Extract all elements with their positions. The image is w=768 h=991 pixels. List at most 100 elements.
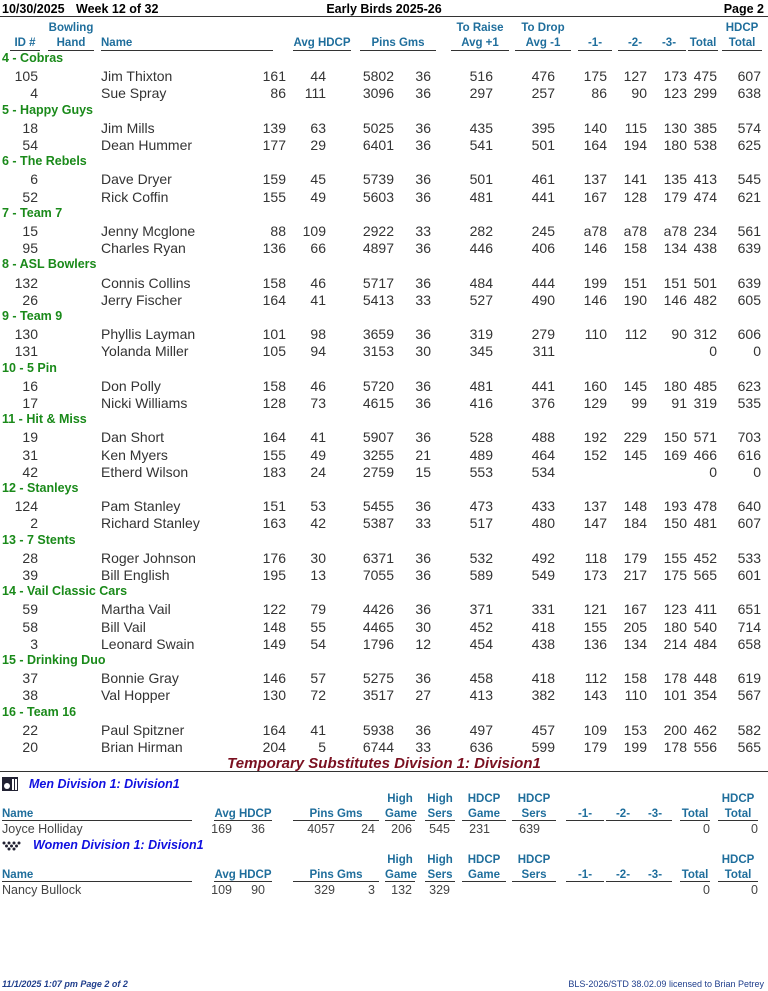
sub-column-header-ht1: HDCP: [721, 854, 755, 866]
bowler-stat: 3255: [362, 446, 394, 463]
bowler-stat: 464: [531, 446, 555, 463]
sub-column-header-ht1: HDCP: [721, 793, 755, 805]
bowler-name: Connis Collins: [101, 274, 191, 291]
bowler-stat: 179: [663, 188, 687, 205]
bowler-stat: 4426: [362, 601, 394, 618]
bowler-stat: 473: [469, 498, 493, 515]
sub-column-header-hs2: Sers: [427, 808, 453, 820]
bowler-stat: 24: [310, 463, 326, 480]
column-underline: [688, 50, 718, 51]
bowler-stat: 636: [469, 739, 493, 755]
column-underline: [425, 820, 455, 821]
bowler-stat: 134: [623, 635, 647, 652]
bowler-stat: 556: [693, 739, 717, 755]
bowler-stat: 110: [584, 326, 607, 343]
bowler-stat: 5275: [362, 670, 394, 687]
bowler-stat: 86: [591, 85, 607, 102]
bowler-stat: 582: [737, 721, 761, 738]
bowler-stat: 27: [415, 687, 431, 704]
bowler-stat: 22: [22, 721, 38, 738]
bowler-stat: 136: [583, 635, 607, 652]
bowler-stat: 38: [22, 687, 38, 704]
bowler-stat: 3659: [362, 326, 394, 343]
sub-column-header-g3: -3-: [647, 869, 663, 881]
bowler-stat: 36: [415, 119, 431, 136]
bowler-stat: 151: [262, 498, 286, 515]
bowler-stat: 199: [583, 274, 607, 291]
bowler-stat: 444: [531, 274, 555, 291]
bowler-stat: 36: [415, 670, 431, 687]
bowler-stat: 36: [415, 395, 431, 411]
bowler-stat: 475: [693, 68, 717, 85]
bowler-stat: 299: [693, 85, 717, 102]
column-underline: [48, 50, 94, 51]
bowler-stat: 21: [415, 446, 431, 463]
bowler-stat: 482: [693, 291, 717, 308]
bowler-stat: 3517: [362, 687, 394, 704]
bowler-stat: 605: [737, 291, 761, 308]
bowler-stat: 39: [22, 567, 38, 583]
bowler-stat: 601: [737, 567, 761, 583]
bowler-name: Roger Johnson: [101, 549, 196, 566]
column-underline: [512, 881, 556, 882]
column-underline: [462, 820, 506, 821]
bowler-stat: 5739: [362, 171, 394, 188]
bowler-stat: 123: [663, 85, 687, 102]
bowler-stat: 158: [623, 670, 647, 687]
bowler-stat: 485: [693, 377, 717, 394]
team-header: 5 - Happy Guys: [2, 102, 93, 117]
bowler-stat: 545: [737, 171, 761, 188]
column-underline: [462, 881, 506, 882]
bowler-stat: 36: [415, 85, 431, 102]
column-underline: [652, 50, 686, 51]
column-underline: [718, 881, 758, 882]
substitute-stat: 0: [703, 822, 710, 836]
bowler-stat: 484: [469, 274, 493, 291]
column-underline: [425, 881, 455, 882]
bowler-stat: 44: [310, 68, 326, 85]
bowler-stat: 53: [310, 498, 326, 515]
bowler-stat: 179: [583, 739, 607, 755]
bowler-stat: 703: [737, 429, 761, 446]
bowler-stat: 16: [22, 377, 38, 394]
bowler-stat: 121: [583, 601, 607, 618]
bowler-stat: 115: [624, 119, 647, 136]
bowler-stat: 86: [270, 85, 286, 102]
column-underline: [360, 50, 436, 51]
bowler-stat: 177: [262, 137, 286, 153]
bowler-stat: 382: [531, 687, 555, 704]
bowler-stat: 438: [693, 240, 717, 257]
bowler-stat: 446: [469, 240, 493, 257]
bowler-stat: 33: [415, 291, 431, 308]
bowler-stat: 5938: [362, 721, 394, 738]
bowler-stat: a78: [623, 223, 647, 239]
bowler-stat: 146: [583, 291, 607, 308]
bowler-stat: 151: [623, 274, 647, 291]
bowler-stat: 534: [531, 463, 555, 480]
bowler-stat: 36: [415, 68, 431, 85]
column-underline: [606, 881, 640, 882]
bowler-stat: 134: [663, 240, 687, 257]
bowler-stat: 54: [22, 137, 38, 153]
bowler-stat: 234: [693, 223, 717, 239]
bowler-stat: 462: [693, 721, 717, 738]
bowler-stat: 438: [531, 635, 555, 652]
bowler-stat: 36: [415, 429, 431, 446]
bowler-icon: [2, 777, 18, 796]
bowler-stat: 640: [737, 498, 761, 515]
bowler-stat: 88: [270, 223, 286, 239]
team-header: 4 - Cobras: [2, 51, 64, 65]
bowler-stat: 73: [310, 395, 326, 411]
bowler-stat: 3: [30, 635, 38, 652]
bowler-stat: 12: [415, 635, 431, 652]
bowler-stat: 0: [753, 343, 761, 360]
bowler-stat: 109: [583, 721, 607, 738]
bowler-stat: 199: [623, 739, 647, 755]
bowler-stat: 33: [415, 515, 431, 532]
bowler-stat: 164: [262, 429, 286, 446]
bowler-stat: 128: [623, 188, 647, 205]
bowler-stat: 176: [262, 549, 286, 566]
bowler-stat: 4465: [362, 618, 394, 635]
bowler-stat: 589: [469, 567, 493, 583]
bowler-stat: 638: [737, 85, 761, 102]
